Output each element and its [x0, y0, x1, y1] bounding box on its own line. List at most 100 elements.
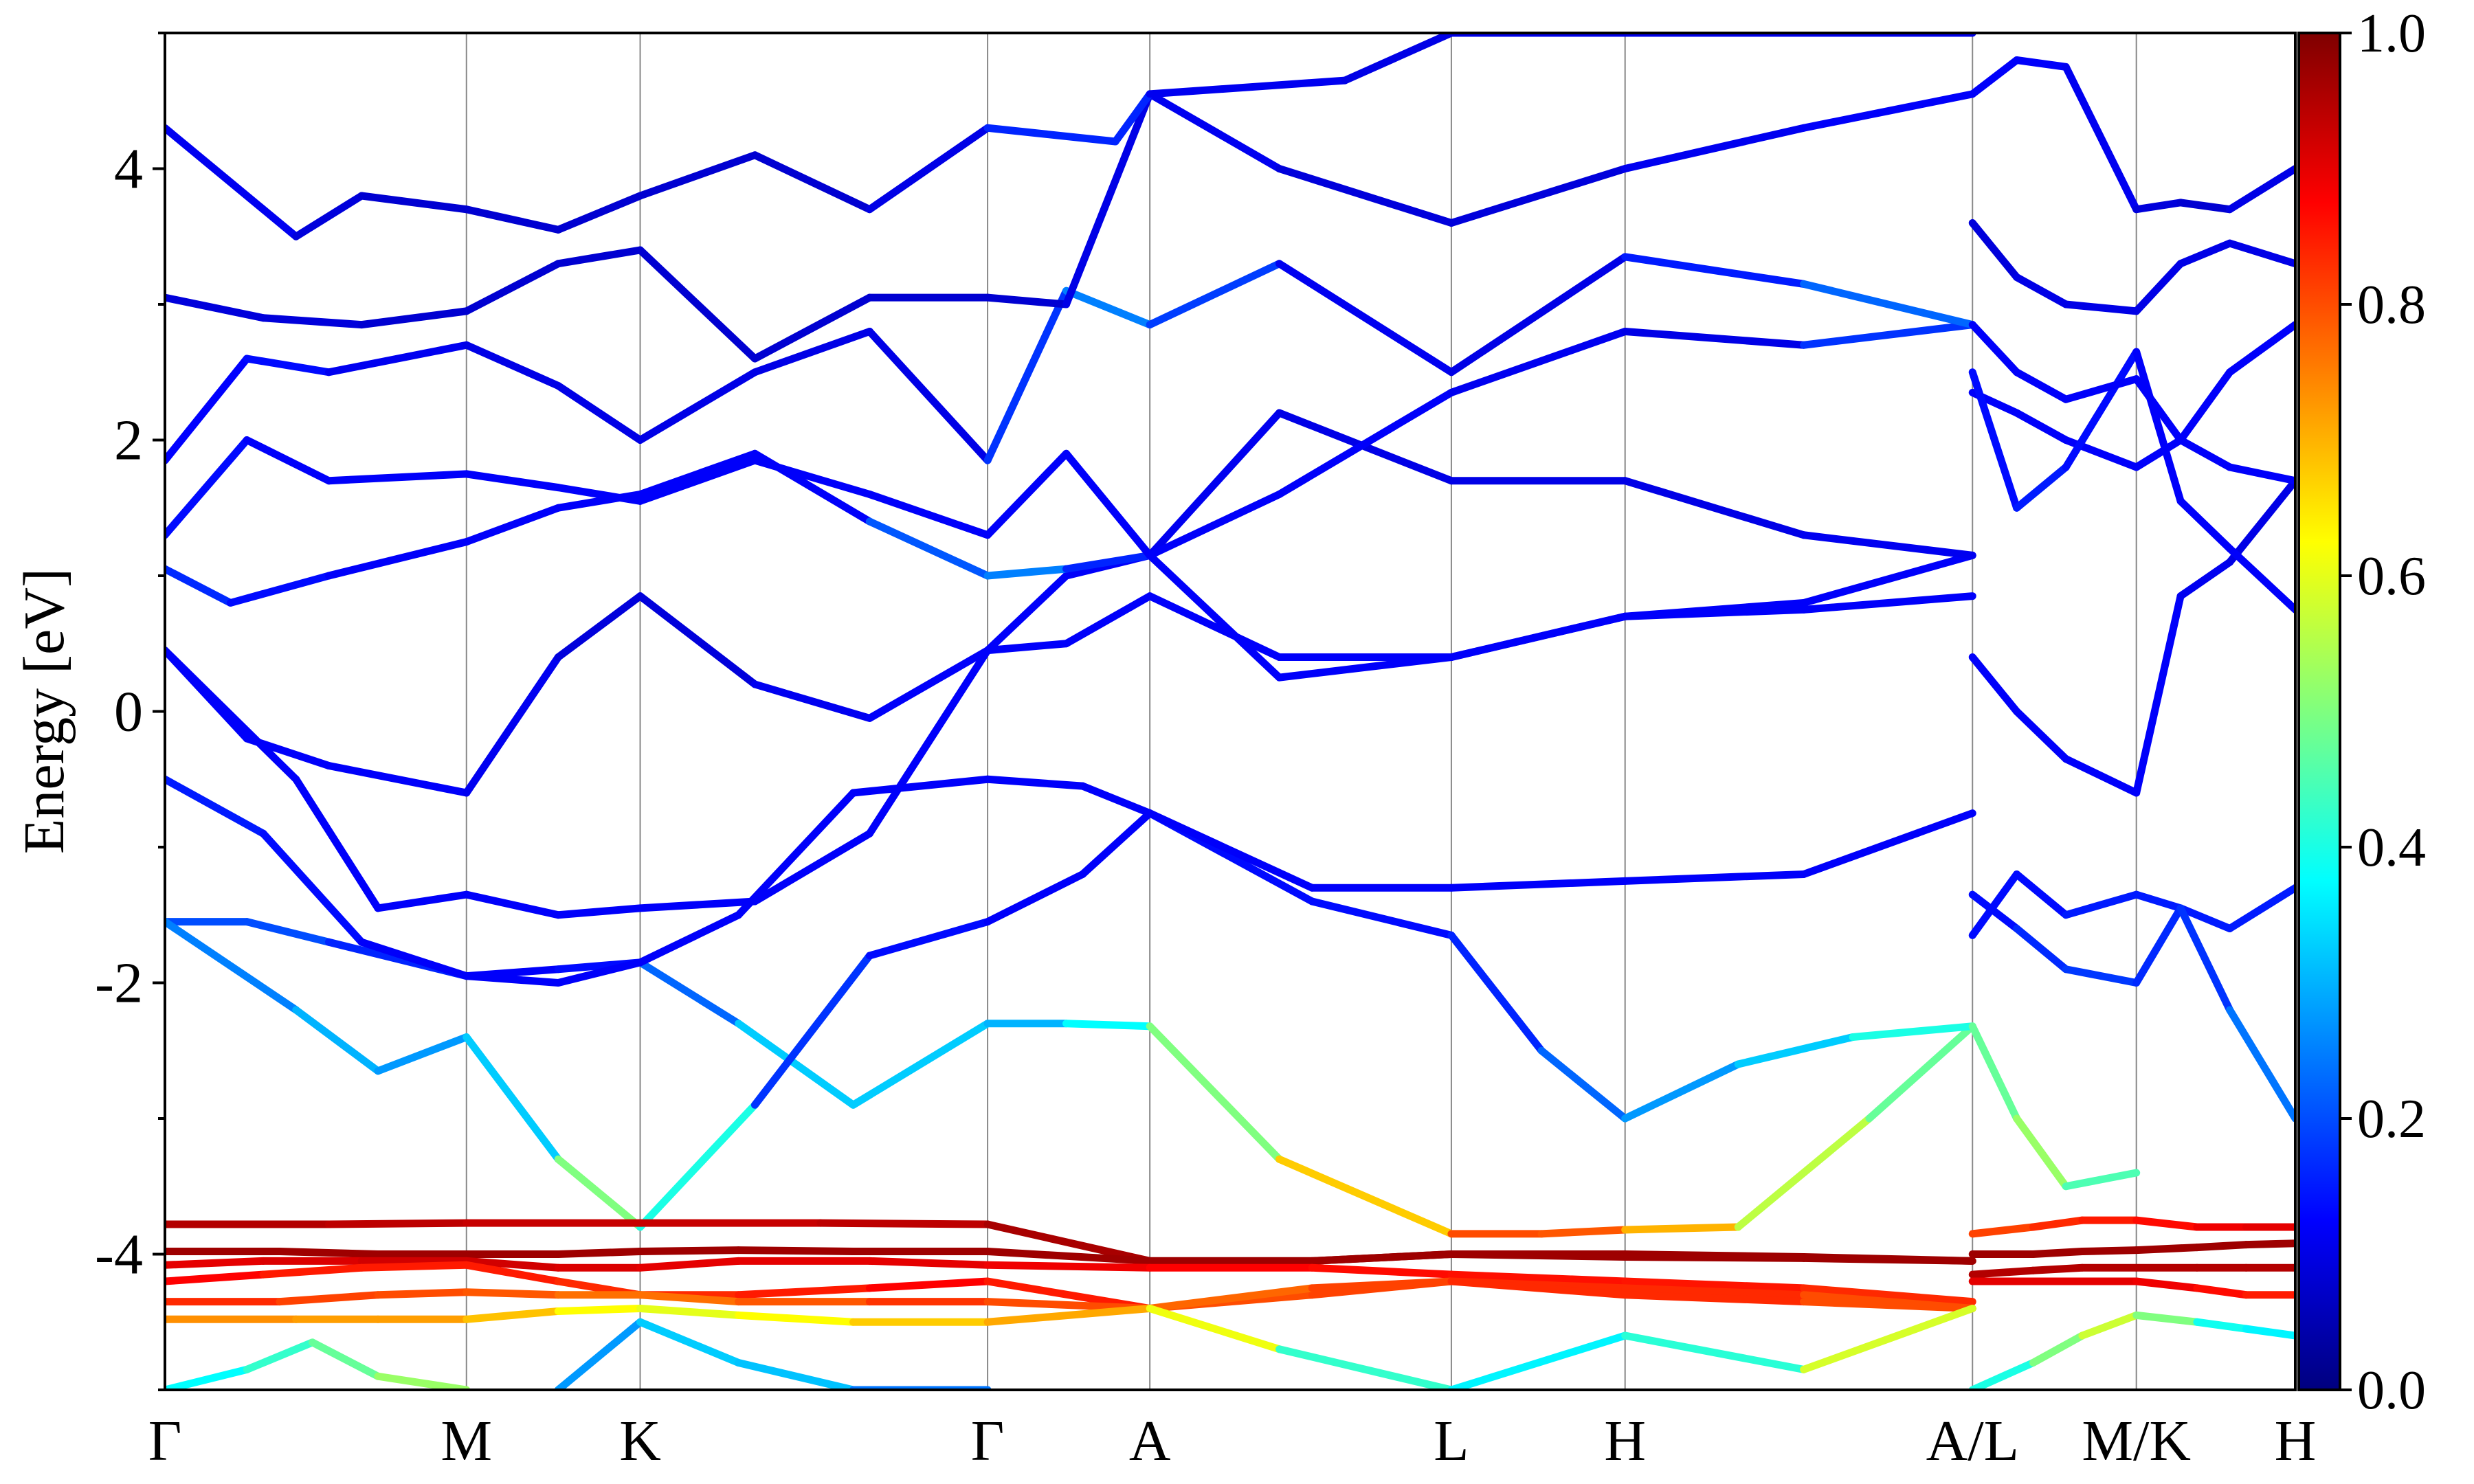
band-segment — [983, 1305, 1154, 1326]
band-segment — [165, 565, 234, 607]
band-segment — [554, 592, 645, 661]
x-axis-ticks: Γ M K Γ A L H A/L M/K H — [148, 1409, 2317, 1473]
band-segment — [1275, 260, 1456, 376]
band-segment — [750, 293, 873, 363]
band-segment — [2029, 1263, 2086, 1274]
band-segment — [1800, 90, 1976, 132]
band-segment — [1111, 90, 1154, 146]
band-segment — [463, 470, 562, 492]
band-segment — [2242, 1325, 2295, 1340]
colorbar-tick-label: 0.6 — [2357, 546, 2426, 607]
band-segment — [2226, 239, 2295, 268]
band-line — [1968, 890, 2295, 1123]
band-segment — [292, 1006, 382, 1075]
band-line — [1968, 1022, 2141, 1191]
band-segment — [1341, 33, 1456, 85]
band-segment — [2062, 965, 2141, 987]
band-segment — [1308, 1263, 1456, 1279]
band-segment — [1447, 253, 1629, 376]
band-segment — [636, 1305, 743, 1319]
band-segment — [324, 1219, 471, 1228]
band-segment — [1447, 931, 1546, 1055]
band-segment — [2132, 904, 2185, 987]
band-segment — [2176, 436, 2234, 471]
band-segment — [1621, 253, 1808, 288]
band-segment — [2062, 890, 2141, 919]
band-segment — [2132, 375, 2185, 444]
band-segment — [2132, 1311, 2201, 1326]
band-segment — [1537, 1046, 1629, 1123]
band-segment — [1537, 1226, 1629, 1238]
band-segment — [1146, 90, 1284, 172]
band-segment — [636, 897, 759, 912]
band-segment — [165, 355, 251, 464]
band-segment — [865, 647, 992, 722]
band-segment — [309, 1338, 382, 1380]
band-segment — [165, 436, 251, 539]
band-segment — [554, 484, 645, 505]
band-segment — [750, 151, 873, 214]
band-segment — [1062, 1020, 1154, 1031]
band-segment — [1447, 328, 1629, 396]
band-segment — [865, 918, 992, 960]
band-segment — [324, 341, 471, 376]
bands-group — [165, 33, 2295, 1390]
band-segment — [2029, 1331, 2086, 1367]
band-segment — [1062, 592, 1154, 648]
band-segment — [2078, 1311, 2141, 1340]
band-segment — [1621, 328, 1808, 349]
colorbar — [2297, 32, 2341, 1391]
band-segment — [276, 1248, 382, 1258]
band-segment — [636, 958, 743, 1028]
band-segment — [983, 775, 1086, 790]
band-segment — [1621, 1060, 1742, 1123]
x-tick-label: M — [441, 1409, 492, 1473]
x-tick-label: A — [1129, 1409, 1171, 1473]
band-line — [1968, 1311, 2295, 1390]
band-segment — [2176, 904, 2234, 932]
band-segment — [463, 1257, 562, 1272]
band-segment — [1968, 1359, 2037, 1390]
band-segment — [2062, 375, 2141, 403]
band-segment — [2226, 1006, 2295, 1123]
band-segment — [1447, 612, 1629, 661]
band-line — [165, 1246, 1976, 1265]
band-line — [1968, 1277, 2295, 1299]
band-segment — [324, 470, 471, 485]
band-segment — [1800, 531, 1976, 559]
x-tick-label: K — [619, 1409, 661, 1473]
band-segment — [636, 456, 759, 505]
y-tick-label: -2 — [95, 952, 143, 1015]
band-segment — [463, 260, 562, 315]
band-segment — [2013, 870, 2070, 919]
band-segment — [1621, 1277, 1808, 1292]
band-segment — [463, 1307, 562, 1323]
band-segment — [259, 829, 366, 946]
band-segment — [1968, 219, 2021, 281]
band-segment — [2176, 558, 2234, 600]
band-segment — [2013, 273, 2070, 308]
band-line — [1968, 321, 2295, 444]
band-segment — [636, 368, 759, 444]
band-segment — [865, 517, 992, 580]
band-segment — [2193, 1284, 2250, 1299]
band-segment — [735, 1311, 858, 1326]
band-segment — [2176, 199, 2234, 214]
band-segment — [865, 1257, 992, 1269]
band-segment — [849, 775, 992, 797]
band-segment — [1968, 368, 2021, 512]
band-segment — [1968, 1266, 2037, 1279]
band-segment — [849, 1020, 992, 1109]
band-segment — [636, 246, 759, 363]
band-segment — [1621, 1284, 1808, 1299]
band-segment — [463, 341, 562, 390]
band-segment — [463, 972, 562, 987]
band-segment — [2062, 755, 2141, 797]
band-line — [165, 90, 1976, 363]
band-segment — [226, 572, 333, 607]
band-segment — [2132, 1277, 2201, 1292]
band-segment — [983, 565, 1071, 580]
x-tick-label: A/L — [1926, 1409, 2019, 1473]
band-segment — [1447, 165, 1629, 227]
band-line — [165, 409, 1976, 607]
